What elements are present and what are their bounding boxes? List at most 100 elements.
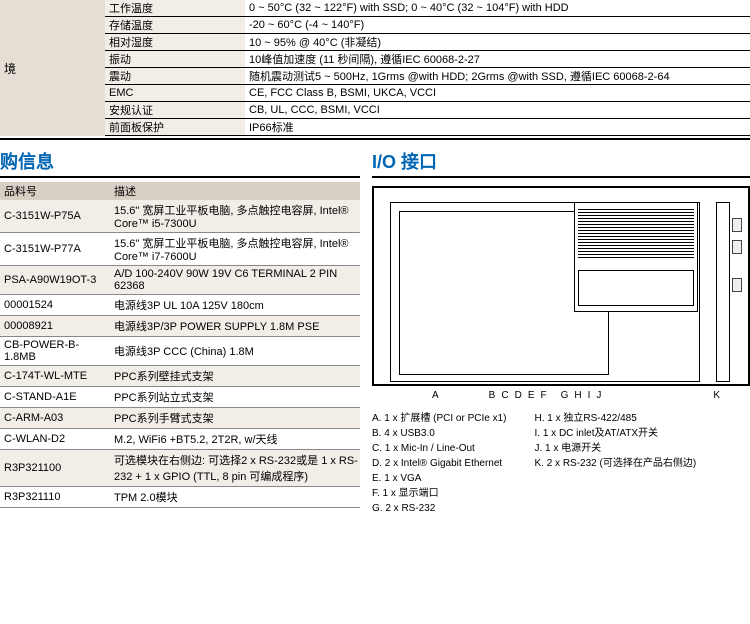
io-callout: I [588, 390, 591, 401]
env-label: EMC [105, 85, 245, 101]
order-row: 00008921电源线3P/3P POWER SUPPLY 1.8M PSE [0, 316, 360, 337]
env-value: CE, FCC Class B, BSMI, UKCA, VCCI [245, 87, 750, 99]
order-desc: PPC系列站立式支架 [110, 389, 360, 405]
io-legend-item: I. 1 x DC inlet及AT/ATX开关 [534, 426, 696, 441]
io-callout: G [561, 390, 569, 401]
env-value: 随机震动测试5 ~ 500Hz, 1Grms @with HDD; 2Grms … [245, 68, 750, 84]
env-row: 相对湿度10 ~ 95% @ 40°C (非凝结) [105, 34, 750, 51]
env-row: EMCCE, FCC Class B, BSMI, UKCA, VCCI [105, 85, 750, 102]
order-row: C-STAND-A1EPPC系列站立式支架 [0, 387, 360, 408]
env-label: 存储温度 [105, 17, 245, 33]
order-row: 00001524电源线3P UL 10A 125V 180cm [0, 295, 360, 316]
io-legend-item: J. 1 x 电源开关 [534, 441, 696, 456]
order-header-pn: 品料号 [0, 183, 110, 199]
order-desc: PPC系列手臂式支架 [110, 410, 360, 426]
env-table: 工作温度0 ~ 50°C (32 ~ 122°F) with SSD; 0 ~ … [105, 0, 750, 136]
env-label: 相对湿度 [105, 34, 245, 50]
ordering-section: 购信息 品料号 描述 C-3151W-P75A15.6" 宽屏工业平板电脑, 多… [0, 148, 360, 516]
io-legend-item: C. 1 x Mic-In / Line-Out [372, 441, 506, 456]
order-row: PSA-A90W19OT-3A/D 100-240V 90W 19V C6 TE… [0, 266, 360, 295]
io-side-port [732, 218, 742, 232]
io-callout: J [596, 390, 601, 401]
order-pn: C-3151W-P77A [0, 243, 110, 255]
order-pn: C-WLAN-D2 [0, 433, 110, 445]
io-side-port [732, 240, 742, 254]
io-legend: A. 1 x 扩展槽 (PCI or PCIe x1)B. 4 x USB3.0… [372, 411, 750, 516]
io-legend-item: D. 2 x Intel® Gigabit Ethernet [372, 456, 506, 471]
order-row: C-174T-WL-MTEPPC系列壁挂式支架 [0, 366, 360, 387]
env-section: 境 工作温度0 ~ 50°C (32 ~ 122°F) with SSD; 0 … [0, 0, 750, 136]
order-desc: 可选模块在右侧边: 可选择2 x RS-232或是 1 x RS-232 + 1… [110, 452, 360, 484]
order-desc: 15.6" 宽屏工业平板电脑, 多点触控电容屏, Intel® Core™ i5… [110, 202, 360, 230]
order-pn: C-3151W-P75A [0, 210, 110, 222]
env-label: 前面板保护 [105, 119, 245, 135]
order-desc: 电源线3P UL 10A 125V 180cm [110, 297, 360, 313]
io-callout: A [432, 390, 439, 401]
order-pn: R3P321100 [0, 462, 110, 474]
io-heatsink [578, 208, 694, 258]
io-callout: H [574, 390, 581, 401]
order-pn: CB-POWER-B-1.8MB [0, 339, 110, 363]
io-title: I/O 接口 [372, 148, 750, 178]
order-row: C-WLAN-D2M.2, WiFi6 +BT5.2, 2T2R, w/天线 [0, 429, 360, 450]
env-label: 振动 [105, 51, 245, 67]
io-section: I/O 接口 A B C D E F G H [372, 148, 750, 516]
io-legend-item: E. 1 x VGA [372, 471, 506, 486]
io-legend-item: H. 1 x 独立RS-422/485 [534, 411, 696, 426]
io-callout: K [713, 390, 720, 401]
io-callout: E [528, 390, 535, 401]
env-value: CB, UL, CCC, BSMI, VCCI [245, 104, 750, 116]
ordering-title: 购信息 [0, 148, 360, 178]
io-side-view [716, 202, 730, 382]
env-label: 安规认证 [105, 102, 245, 118]
io-diagram [372, 186, 750, 386]
order-desc: TPM 2.0模块 [110, 489, 360, 505]
env-label: 工作温度 [105, 0, 245, 16]
io-legend-item: B. 4 x USB3.0 [372, 426, 506, 441]
io-side-port [732, 278, 742, 292]
order-pn: 00001524 [0, 299, 110, 311]
io-callout-row: A B C D E F G H I J K [372, 390, 750, 401]
order-row: C-3151W-P75A15.6" 宽屏工业平板电脑, 多点触控电容屏, Int… [0, 200, 360, 233]
order-desc: 电源线3P CCC (China) 1.8M [110, 343, 360, 359]
env-row: 前面板保护IP66标准 [105, 119, 750, 136]
io-legend-item: K. 2 x RS-232 (可选择在产品右侧边) [534, 456, 696, 471]
order-desc: A/D 100-240V 90W 19V C6 TERMINAL 2 PIN 6… [110, 268, 360, 292]
env-value: 10 ~ 95% @ 40°C (非凝结) [245, 34, 750, 50]
order-desc: PPC系列壁挂式支架 [110, 368, 360, 384]
env-value: IP66标准 [245, 119, 750, 135]
env-sidebar-label: 境 [0, 0, 105, 136]
env-row: 工作温度0 ~ 50°C (32 ~ 122°F) with SSD; 0 ~ … [105, 0, 750, 17]
order-header: 品料号 描述 [0, 182, 360, 200]
divider [0, 138, 750, 140]
order-pn: 00008921 [0, 320, 110, 332]
env-row: 存储温度-20 ~ 60°C (-4 ~ 140°F) [105, 17, 750, 34]
io-legend-item: G. 2 x RS-232 [372, 501, 506, 516]
order-pn: PSA-A90W19OT-3 [0, 274, 110, 286]
order-desc: 15.6" 宽屏工业平板电脑, 多点触控电容屏, Intel® Core™ i7… [110, 235, 360, 263]
order-desc: 电源线3P/3P POWER SUPPLY 1.8M PSE [110, 318, 360, 334]
env-value: -20 ~ 60°C (-4 ~ 140°F) [245, 19, 750, 31]
io-callout: D [515, 390, 522, 401]
io-port-area [578, 270, 694, 306]
env-label: 震动 [105, 68, 245, 84]
env-value: 10峰值加速度 (11 秒间隔), 遵循IEC 60068-2-27 [245, 51, 750, 67]
order-row: R3P321110TPM 2.0模块 [0, 487, 360, 508]
order-row: CB-POWER-B-1.8MB电源线3P CCC (China) 1.8M [0, 337, 360, 366]
env-row: 震动随机震动测试5 ~ 500Hz, 1Grms @with HDD; 2Grm… [105, 68, 750, 85]
order-pn: C-STAND-A1E [0, 391, 110, 403]
io-legend-item: A. 1 x 扩展槽 (PCI or PCIe x1) [372, 411, 506, 426]
order-row: C-ARM-A03PPC系列手臂式支架 [0, 408, 360, 429]
env-row: 振动10峰值加速度 (11 秒间隔), 遵循IEC 60068-2-27 [105, 51, 750, 68]
order-desc: M.2, WiFi6 +BT5.2, 2T2R, w/天线 [110, 431, 360, 447]
order-row: C-3151W-P77A15.6" 宽屏工业平板电脑, 多点触控电容屏, Int… [0, 233, 360, 266]
io-callout: B [489, 390, 496, 401]
order-pn: C-ARM-A03 [0, 412, 110, 424]
io-callout: C [501, 390, 508, 401]
order-header-desc: 描述 [110, 183, 360, 199]
env-value: 0 ~ 50°C (32 ~ 122°F) with SSD; 0 ~ 40°C… [245, 2, 750, 14]
order-pn: R3P321110 [0, 491, 110, 503]
order-pn: C-174T-WL-MTE [0, 370, 110, 382]
io-callout: F [540, 390, 546, 401]
order-row: R3P321100可选模块在右侧边: 可选择2 x RS-232或是 1 x R… [0, 450, 360, 487]
